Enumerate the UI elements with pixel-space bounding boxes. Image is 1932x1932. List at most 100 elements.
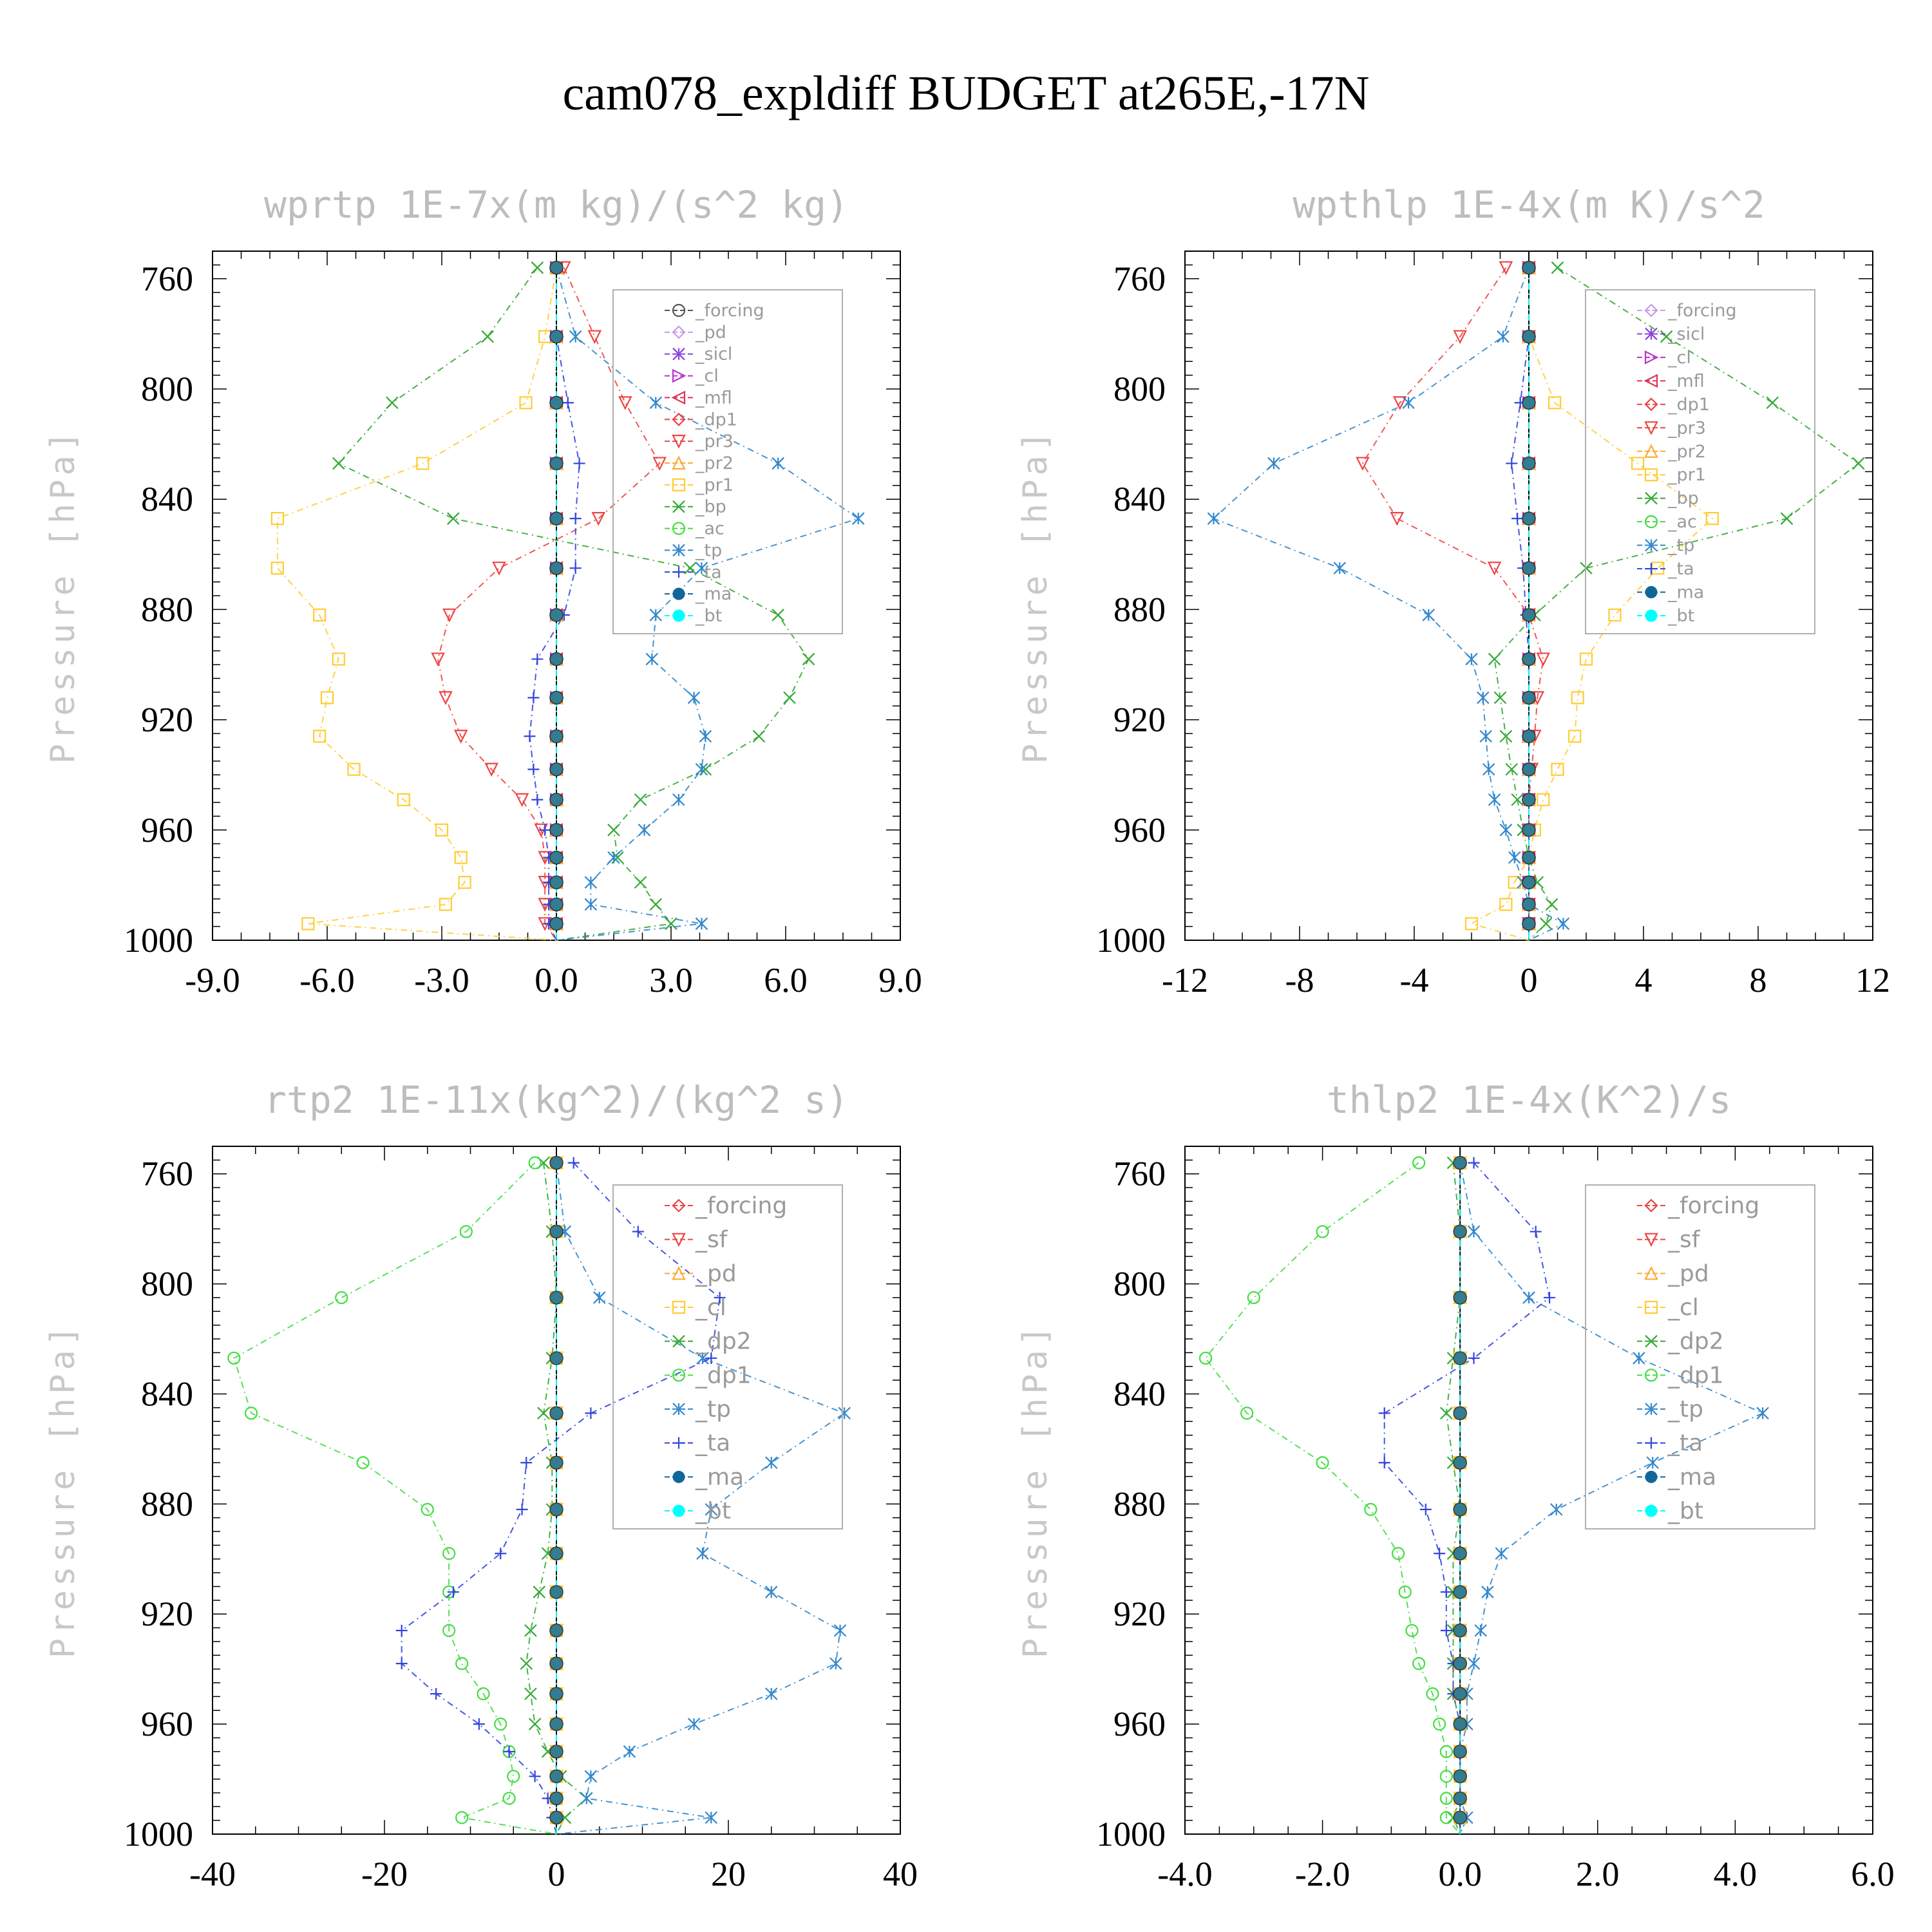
legend-swatch-marker — [672, 455, 686, 470]
data-point — [335, 1291, 348, 1305]
x-tick-label: -2.0 — [1295, 1855, 1350, 1893]
data-point — [567, 1157, 580, 1169]
zero-series-point — [1522, 395, 1536, 410]
legend-entry: _ma — [1637, 1464, 1716, 1490]
data-point — [833, 1624, 847, 1637]
x-tick-label: 8 — [1750, 961, 1767, 999]
legend-entry: _bp — [665, 497, 726, 517]
data-point — [332, 652, 345, 666]
legend-swatch-marker — [672, 1368, 686, 1382]
zero-series-point — [549, 1687, 564, 1701]
legend-entry: _cl — [665, 366, 719, 386]
x-tick-label: -4 — [1400, 961, 1429, 999]
series-line — [556, 1162, 846, 1835]
data-point — [802, 652, 815, 666]
zero-series-point — [549, 1585, 564, 1599]
legend-label: _pd — [1667, 1260, 1709, 1287]
data-point — [764, 1586, 778, 1598]
series-pr3 — [431, 261, 667, 941]
legend-swatch-marker — [672, 587, 685, 600]
data-point — [592, 1291, 606, 1304]
legend-swatch-marker — [672, 1403, 685, 1416]
y-tick-label: 840 — [1113, 480, 1166, 518]
legend-label: _ma — [1667, 1464, 1716, 1490]
data-point — [1439, 1745, 1453, 1758]
data-point — [649, 609, 663, 621]
x-tick-label: 40 — [883, 1855, 918, 1893]
y-axis-label: Pressure [hPa] — [1016, 1322, 1055, 1658]
legend-label: _ma — [1667, 583, 1704, 603]
legend-label: _cl — [695, 366, 719, 386]
zero-series-point — [1522, 792, 1536, 807]
x-tick-label: -8 — [1285, 961, 1314, 999]
legend-label: _bp — [1667, 489, 1699, 509]
legend-entry: _dp2 — [665, 1329, 752, 1355]
legend-entry: _pd — [665, 1260, 737, 1287]
zero-series-point — [549, 729, 564, 744]
data-point — [652, 457, 667, 471]
data-point — [1536, 652, 1551, 667]
legend-label: _tp — [1667, 536, 1694, 556]
zero-series-point — [549, 1769, 564, 1784]
series-line — [437, 267, 661, 941]
data-point — [1522, 1291, 1535, 1304]
legend-label: _sf — [695, 1227, 728, 1253]
legend-entry: _sf — [665, 1227, 728, 1253]
legend-label: _tp — [695, 540, 722, 560]
legend-swatch-marker — [1644, 1300, 1658, 1314]
data-point — [1482, 762, 1495, 776]
data-point — [1571, 691, 1584, 705]
legend-label: _bt — [1667, 1498, 1703, 1524]
legend-swatch-marker — [672, 303, 686, 317]
zero-series-point — [549, 1351, 564, 1365]
data-point — [1530, 1226, 1542, 1238]
data-point — [1378, 1407, 1390, 1419]
data-point — [1247, 1291, 1260, 1305]
y-tick-label: 760 — [1113, 1155, 1166, 1193]
panel-title: thlp2 1E-4x(K^2)/s — [1327, 1078, 1732, 1122]
zero-series-point — [549, 1224, 564, 1239]
legend-entry: _sf — [1637, 1227, 1701, 1253]
y-tick-label: 840 — [1113, 1374, 1166, 1413]
data-point — [1551, 762, 1564, 776]
data-point — [1646, 1456, 1660, 1470]
legend-swatch-marker — [1644, 468, 1658, 482]
zero-series-point — [1453, 1810, 1467, 1825]
legend-entry: _pd — [1637, 1260, 1709, 1287]
y-tick-label: 840 — [141, 1374, 193, 1413]
legend-swatch-marker — [1645, 538, 1658, 552]
data-point — [520, 1457, 533, 1469]
legend-entry: _pr3 — [1637, 418, 1706, 438]
legend-entry: _forcing — [665, 1193, 787, 1219]
x-tick-label: 20 — [711, 1855, 746, 1893]
data-point — [1439, 1770, 1453, 1783]
data-point — [533, 1586, 546, 1598]
y-tick-label: 840 — [141, 480, 193, 518]
legend-entry: _cl — [665, 1294, 726, 1321]
series-line — [401, 1162, 721, 1835]
legend-entry: _ta — [1637, 1430, 1703, 1457]
legend-label: _dp1 — [1667, 1362, 1724, 1388]
data-point — [573, 457, 585, 469]
data-point — [672, 793, 685, 806]
figure-title: cam078_expldiff BUDGET at265E,-17N — [562, 66, 1369, 120]
data-point — [569, 513, 582, 525]
data-point — [1378, 1457, 1390, 1469]
data-point — [1508, 851, 1521, 864]
legend-entry: _ta — [665, 562, 722, 582]
legend-swatch-marker — [1644, 421, 1658, 435]
data-point — [459, 1225, 473, 1238]
series-line — [337, 267, 810, 941]
zero-series-point — [549, 1791, 564, 1806]
legend-swatch-marker — [672, 522, 686, 535]
zero-series-point — [1522, 511, 1536, 526]
data-point — [1487, 562, 1502, 576]
data-point — [1398, 1585, 1412, 1599]
zero-series-point — [1522, 823, 1536, 837]
legend-label: _tp — [1667, 1396, 1703, 1423]
legend-swatch-marker — [1644, 1368, 1658, 1382]
x-tick-label: -4.0 — [1157, 1855, 1212, 1893]
data-point — [764, 1456, 778, 1470]
data-point — [473, 1718, 485, 1730]
legend-entry: _mfl — [1637, 371, 1705, 391]
